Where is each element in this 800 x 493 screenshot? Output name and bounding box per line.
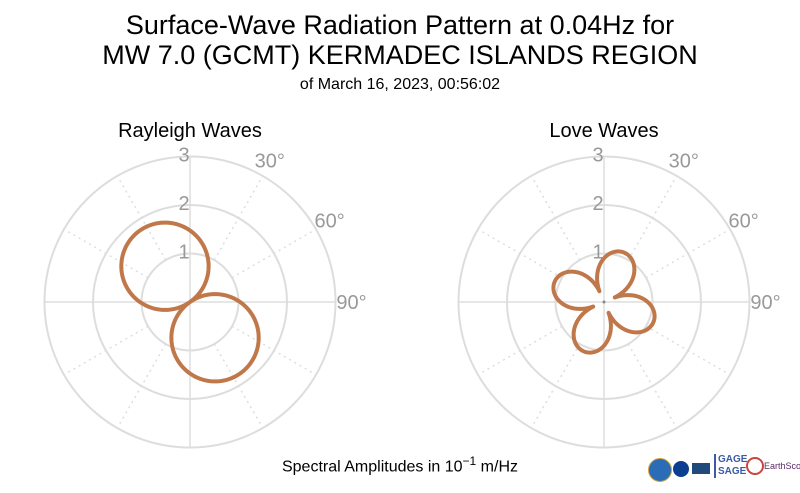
rayleigh-radiation-pattern [119,220,261,384]
rayleigh-radial-ring [92,204,288,400]
sponsor-logos: GAGE SAGE EarthScope [646,452,800,486]
sage-text: SAGE [718,466,747,477]
rayleigh-angle-tick-label: 30° [255,150,285,172]
love-radial-tick-label: 1 [592,242,603,264]
rayleigh-radial-ring [43,155,337,449]
chart-subtitle: of March 16, 2023, 00:56:02 [299,76,501,93]
nasa-logo [673,461,689,477]
love-radial-ring [554,252,654,352]
love-radiation-pattern [551,249,657,355]
units-suffix: m/Hz [476,458,518,476]
usgs-logo [692,463,710,474]
rayleigh-panel-title: Rayleigh Waves [118,120,262,142]
love-radial-ring [506,204,702,400]
rayleigh-radial-tick-label: 3 [178,145,189,167]
chart-title-line2: MW 7.0 (GCMT) KERMADEC ISLANDS REGION [102,40,698,70]
units-prefix: Spectral Amplitudes in 10 [281,458,463,476]
units-exponent: −1 [462,454,477,468]
love-angle-tick-label: 60° [728,210,758,232]
love-radial-tick-label: 3 [592,145,603,167]
love-radial-tick-label: 2 [592,193,603,215]
rayleigh-radial-tick-label: 2 [178,193,189,215]
love-origin [602,300,606,304]
earthscope-icon [746,457,764,475]
units-label: Spectral Amplitudes in 10−1 m/Hz [0,454,800,476]
nsf-logo [648,458,672,482]
love-angle-tick-label: 30° [669,150,699,172]
rayleigh-radial-tick-label: 1 [178,242,189,264]
love-radial-ring [457,155,751,449]
gage-text: GAGE [718,454,748,465]
gage-sage-logo: GAGE SAGE [714,454,747,478]
rayleigh-angle-tick-label: 60° [314,210,344,232]
earthscope-text: EarthScope [764,461,800,471]
chart-title-line1: Surface-Wave Radiation Pattern at 0.04Hz… [125,10,675,40]
rayleigh-angle-tick-label: 90° [336,292,366,314]
love-angle-tick-label: 90° [750,292,780,314]
love-panel-title: Love Waves [549,120,659,142]
